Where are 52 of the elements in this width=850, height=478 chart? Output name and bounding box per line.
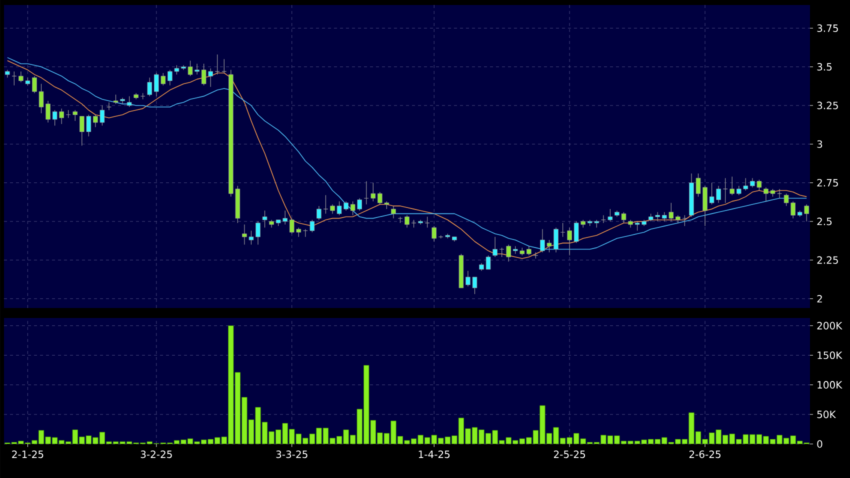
candlestick bbox=[106, 102, 112, 110]
candlestick bbox=[696, 173, 701, 197]
candlestick bbox=[608, 208, 613, 222]
y-tick-label: 50K bbox=[817, 410, 836, 418]
candlestick bbox=[181, 64, 186, 70]
candlestick bbox=[567, 227, 572, 256]
candlestick bbox=[330, 204, 335, 214]
candlestick bbox=[424, 216, 430, 228]
candlestick bbox=[370, 182, 376, 202]
y-tick-label: 2.25 bbox=[817, 256, 838, 264]
y-tick-label: 2.75 bbox=[817, 178, 838, 187]
candlestick bbox=[526, 246, 532, 256]
y-tick-label: 100K bbox=[818, 381, 842, 389]
x-tick-label: 2-1-25 bbox=[12, 450, 44, 458]
y-tick-label: 200K bbox=[817, 322, 842, 330]
candlestick bbox=[486, 255, 491, 270]
x-tick-label: 3-3-25 bbox=[276, 450, 308, 458]
y-tick-label: 3.25 bbox=[817, 102, 838, 110]
y-tick-label: 3.5 bbox=[817, 63, 832, 71]
candlestick bbox=[702, 186, 708, 226]
y-tick-label: 3.75 bbox=[817, 24, 838, 32]
candlestick bbox=[256, 221, 260, 245]
candlestick bbox=[147, 77, 152, 96]
x-tick-label: 3-2-25 bbox=[140, 450, 172, 458]
candlestick bbox=[764, 187, 768, 202]
candlestick bbox=[432, 226, 436, 242]
candlestick bbox=[323, 194, 328, 214]
candlestick bbox=[214, 54, 220, 75]
candlestick bbox=[126, 96, 132, 108]
x-tick-label: 1-4-25 bbox=[418, 450, 450, 458]
candlestick bbox=[621, 212, 626, 224]
x-tick-label: 2-6-25 bbox=[689, 450, 720, 458]
candlestick bbox=[262, 210, 268, 228]
candlestick bbox=[730, 176, 734, 196]
candlestick bbox=[722, 178, 728, 204]
candlestick bbox=[404, 214, 410, 228]
candlestick bbox=[310, 220, 315, 233]
candlestick bbox=[32, 76, 37, 94]
candlestick bbox=[554, 227, 558, 253]
y-tick-label: 3 bbox=[817, 140, 822, 148]
candlestick bbox=[72, 110, 78, 122]
y-tick-label: 150K bbox=[818, 351, 842, 360]
candlestick bbox=[391, 206, 396, 219]
y-tick-label: 2.5 bbox=[817, 218, 832, 226]
y-tick-label: 2 bbox=[817, 294, 822, 302]
candlestick bbox=[316, 206, 322, 220]
candlestick bbox=[222, 58, 226, 74]
candlestick bbox=[492, 236, 498, 258]
y-tick-label: 0 bbox=[817, 440, 822, 448]
x-tick-label: 2-5-25 bbox=[554, 450, 586, 458]
candlestick bbox=[506, 244, 511, 262]
candlestick bbox=[676, 214, 680, 224]
